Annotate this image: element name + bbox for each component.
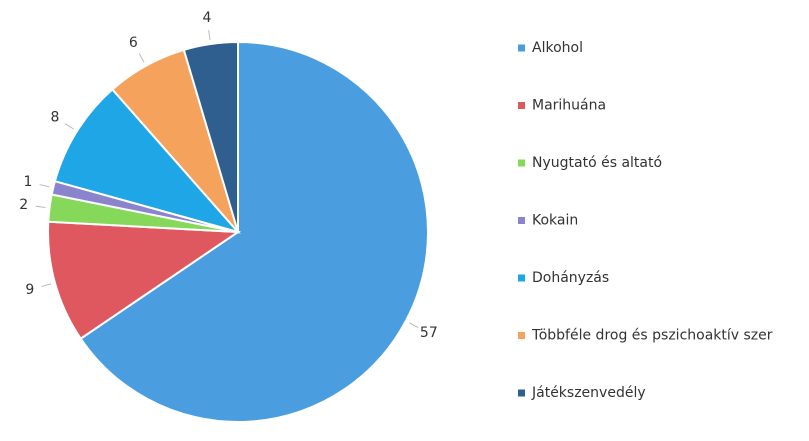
leader-line	[64, 123, 74, 130]
data-label: 9	[25, 282, 34, 298]
data-label: 2	[19, 197, 28, 213]
leader-line	[39, 184, 50, 188]
data-label: 8	[50, 109, 59, 125]
legend-label: Játékszenvedély	[531, 385, 646, 401]
legend-swatch	[518, 159, 525, 167]
leader-line	[409, 322, 419, 328]
leader-line	[41, 283, 52, 288]
pie-slice	[47, 220, 242, 341]
legend-swatch	[518, 389, 525, 397]
data-label: 1	[23, 174, 32, 190]
legend-swatch	[518, 102, 525, 109]
data-label: 4	[202, 10, 211, 26]
leader-line	[138, 53, 145, 63]
leader-line	[208, 30, 211, 41]
data-label: 6	[129, 35, 138, 51]
legend-swatch	[518, 274, 525, 282]
leader-line	[35, 205, 46, 209]
legend-swatch	[518, 332, 525, 339]
legend-label: Alkohol	[532, 40, 583, 56]
pie-slice	[79, 40, 429, 423]
legend-label: Marihuána	[532, 98, 606, 114]
pie-slice	[182, 40, 239, 233]
legend-swatch	[518, 217, 525, 224]
legend-label: Dohányzás	[532, 270, 609, 286]
legend-label: Nyugtató és altató	[532, 155, 662, 171]
legend-swatch	[518, 44, 525, 52]
legend-label: Kokain	[532, 213, 578, 229]
pie-slice	[53, 88, 241, 234]
data-label: 57	[420, 325, 438, 341]
legend-label: Többféle drog és pszichoaktív szer	[531, 328, 773, 344]
